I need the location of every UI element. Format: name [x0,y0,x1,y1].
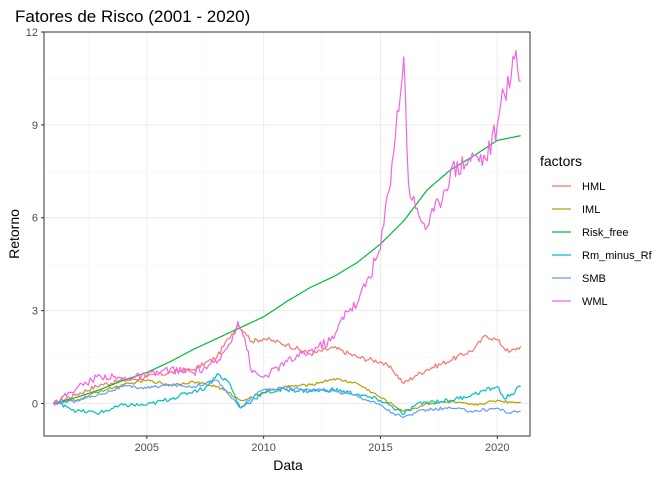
x-tick-label: 2005 [135,442,159,454]
x-axis-ticks: 2005 2010 2015 2020 [135,436,510,454]
y-tick-label: 6 [32,213,38,225]
plot-panel-background [44,32,530,436]
legend-label: Rm_minus_Rf [582,250,653,262]
y-axis-title: Retorno [6,209,22,259]
legend-label: IML [582,204,600,216]
x-tick-label: 2020 [485,442,509,454]
y-tick-label: 12 [26,27,38,39]
series-line-hml [52,324,522,405]
y-axis-ticks: 0 3 6 9 12 [26,27,44,410]
legend-label: HML [582,181,605,193]
minor-grid [44,32,530,436]
series-line-risk-free [53,135,521,405]
y-tick-label: 0 [32,398,38,410]
plot-panel [43,31,531,437]
y-tick-label: 3 [32,306,38,318]
legend-label: WML [582,296,608,308]
legend-title: factors [540,153,582,169]
legend-label: Risk_free [582,227,628,239]
legend: factors HML IML Risk_free Rm_minus_Rf SMB WML [540,153,653,308]
legend-items: HML IML Risk_free Rm_minus_Rf SMB WML [552,181,653,308]
series-line-wml [52,50,521,406]
chart-title: Fatores de Risco (2001 - 2020) [15,7,250,26]
legend-label: SMB [582,273,606,285]
series-line-smb [52,379,521,418]
series-layer [52,50,522,418]
x-axis-title: Data [273,457,303,473]
series-line-rm-minus-rf [53,373,521,415]
x-tick-label: 2010 [251,442,275,454]
y-tick-label: 9 [32,120,38,132]
plot-panel-border [43,31,531,437]
x-tick-label: 2015 [368,442,392,454]
